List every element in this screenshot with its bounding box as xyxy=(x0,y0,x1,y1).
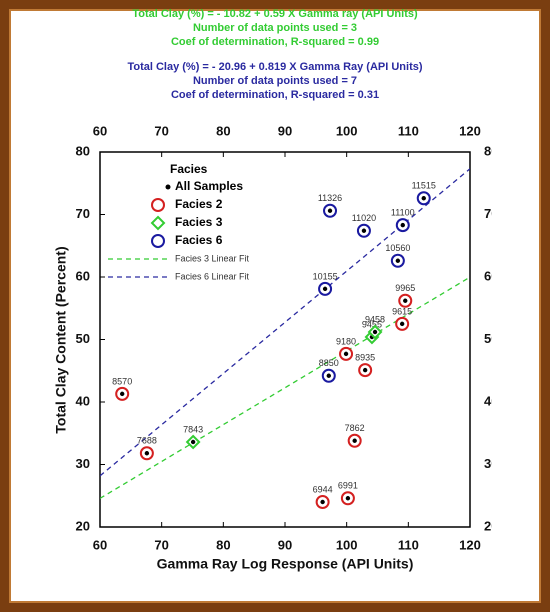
y2-tick-label: 70 xyxy=(484,206,498,221)
y-tick-label: 30 xyxy=(76,456,90,471)
x-axis-label: Gamma Ray Log Response (API Units) xyxy=(157,556,414,572)
point-label: 7843 xyxy=(183,424,203,434)
point-label: 8850 xyxy=(319,358,339,368)
x-tick-label: 120 xyxy=(459,537,481,552)
x-tick-label: 60 xyxy=(93,537,107,552)
x-tick-label: 110 xyxy=(398,537,419,552)
sample-dot xyxy=(352,438,357,443)
point-label: 7688 xyxy=(137,436,157,446)
point-label: 11020 xyxy=(352,213,376,223)
sample-dot xyxy=(403,298,408,303)
sample-dot xyxy=(190,439,196,445)
point-label: 6944 xyxy=(313,484,333,494)
legend-marker xyxy=(151,198,165,212)
x-tick-label: 80 xyxy=(216,537,230,552)
y-tick-label: 20 xyxy=(76,518,90,533)
point-label: 11100 xyxy=(391,208,415,218)
sample-dot xyxy=(327,208,333,213)
legend-label: Facies 2 xyxy=(175,197,223,211)
x2-tick-label: 60 xyxy=(93,123,107,138)
sample-dot xyxy=(399,321,405,327)
x2-tick-label: 120 xyxy=(459,123,481,138)
legend-label: All Samples xyxy=(175,179,243,193)
sample-dot xyxy=(421,196,426,201)
sample-dot xyxy=(362,367,368,373)
legend-title: Facies xyxy=(170,162,208,176)
y-tick-label: 60 xyxy=(76,268,90,283)
y-tick-label: 80 xyxy=(76,143,90,158)
legend-marker xyxy=(151,234,165,248)
y2-tick-label: 40 xyxy=(484,393,498,408)
y-axis-label: Total Clay Content (Percent) xyxy=(53,246,69,433)
point-label: 6991 xyxy=(338,481,358,491)
point-label: 9965 xyxy=(395,283,415,293)
point-label: 8570 xyxy=(112,376,132,386)
point-label: 11326 xyxy=(318,193,342,203)
sample-dot xyxy=(372,329,378,335)
legend-marker xyxy=(165,184,171,190)
sample-dot xyxy=(361,228,367,233)
legend-label: Facies 6 Linear Fit xyxy=(175,271,250,281)
x2-tick-label: 70 xyxy=(154,123,168,138)
sample-dot xyxy=(320,499,325,505)
annotation: Number of data points used = 3 xyxy=(193,22,357,34)
point-label: 11515 xyxy=(412,181,436,191)
y2-tick-label: 30 xyxy=(484,456,498,471)
sample-dot xyxy=(120,391,125,397)
point-label: 9615 xyxy=(392,306,412,316)
x-tick-label: 70 xyxy=(154,537,168,552)
y-tick-label: 50 xyxy=(76,331,90,346)
sample-dot xyxy=(144,451,150,456)
point-label: 10155 xyxy=(313,271,338,281)
sample-dot xyxy=(400,222,405,228)
annotation: Coef of determination, R-squared = 0.99 xyxy=(171,36,379,48)
annotation: Coef of determination, R-squared = 0.31 xyxy=(171,89,379,101)
legend-label: Facies 3 xyxy=(175,215,223,229)
x2-tick-label: 80 xyxy=(216,123,230,138)
legend-label: Facies 6 xyxy=(175,233,223,247)
x-tick-label: 90 xyxy=(278,537,292,552)
fit-line xyxy=(100,168,470,477)
point-label: 9180 xyxy=(336,336,356,346)
x-tick-label: 100 xyxy=(336,537,358,552)
legend-box xyxy=(148,160,290,280)
point-label: 10560 xyxy=(385,243,410,253)
sample-dot xyxy=(343,351,349,357)
point-label: 9458 xyxy=(365,314,385,324)
y2-tick-label: 50 xyxy=(484,331,498,346)
point-label: 8935 xyxy=(355,353,375,363)
legend-label: Facies 3 Linear Fit xyxy=(175,253,250,263)
y-tick-label: 70 xyxy=(76,206,90,221)
annotation: Total Clay (%) = - 20.96 + 0.819 X Gamma… xyxy=(127,61,422,73)
point-label: 7862 xyxy=(345,423,365,433)
sample-dot xyxy=(322,286,328,292)
fits xyxy=(100,168,470,499)
x2-tick-label: 110 xyxy=(398,123,419,138)
y-tick-label: 40 xyxy=(76,393,90,408)
x2-tick-label: 100 xyxy=(336,123,358,138)
y2-ticks: 20 30 40 50 60 70 80 xyxy=(484,143,498,533)
point-label: 9455 xyxy=(362,319,382,329)
fit-line xyxy=(100,276,470,499)
legend-marker xyxy=(150,215,166,231)
sample-dot xyxy=(395,258,401,263)
sample-dot xyxy=(326,373,331,378)
sample-dot xyxy=(345,496,351,501)
y2-tick-label: 20 xyxy=(484,518,498,533)
annotation: Number of data points used = 7 xyxy=(193,75,357,87)
y2-tick-label: 80 xyxy=(484,143,498,158)
annotation: Total Clay (%) = - 10.82 + 0.59 X Gamma … xyxy=(132,8,418,20)
x2-tick-label: 90 xyxy=(278,123,292,138)
y2-tick-label: 60 xyxy=(484,268,498,283)
